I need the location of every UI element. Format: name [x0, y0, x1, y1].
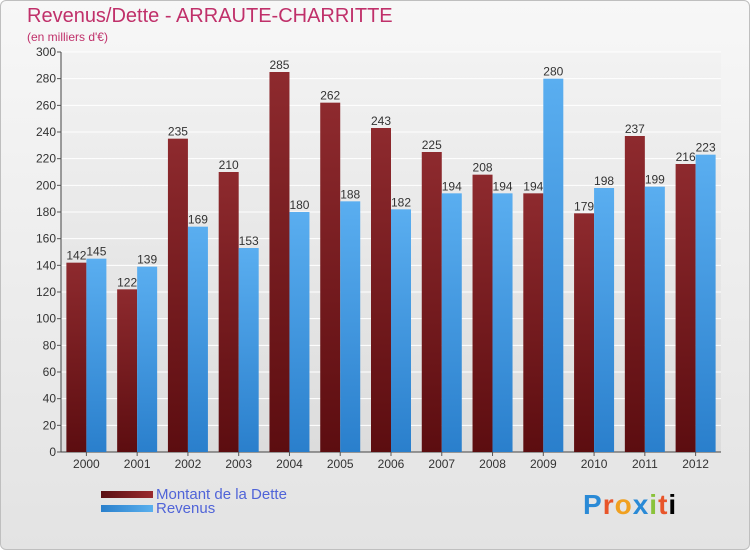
y-tick-label-3: 60 — [43, 365, 57, 379]
y-tick-label-13: 260 — [36, 98, 56, 112]
data-label-revenus-2004: 180 — [289, 198, 309, 212]
y-tick-label-14: 280 — [36, 72, 56, 86]
x-tick-label-2001: 2001 — [124, 457, 151, 471]
data-label-revenus-2012: 223 — [696, 141, 716, 155]
bar-dette-2008 — [472, 174, 493, 452]
data-label-dette-2001: 122 — [117, 275, 137, 289]
bar-revenus-2011 — [644, 186, 665, 452]
legend-label-revenus: Revenus — [156, 500, 216, 517]
bar-dette-2010 — [574, 213, 595, 452]
x-tick-label-2012: 2012 — [682, 457, 709, 471]
legend-swatch-revenus — [101, 505, 153, 512]
data-label-dette-2008: 208 — [473, 161, 493, 175]
bar-dette-2007 — [421, 152, 442, 452]
y-tick-label-11: 220 — [36, 152, 56, 166]
proxiti-logo: Proxiti — [583, 489, 678, 520]
data-label-dette-2003: 210 — [219, 158, 239, 172]
bar-revenus-2007 — [441, 193, 462, 453]
bar-dette-2005 — [320, 102, 341, 453]
data-label-revenus-2006: 182 — [391, 195, 411, 209]
data-label-dette-2004: 285 — [269, 58, 289, 72]
y-tick-label-8: 160 — [36, 232, 56, 246]
y-tick-label-6: 120 — [36, 285, 56, 299]
x-tick-label-2002: 2002 — [175, 457, 202, 471]
bar-revenus-2009 — [543, 78, 564, 453]
bar-dette-2000 — [66, 262, 87, 452]
bar-revenus-2005 — [340, 201, 361, 452]
bar-dette-2003 — [218, 172, 239, 452]
bar-dette-2006 — [371, 128, 391, 452]
y-tick-label-10: 200 — [36, 178, 56, 192]
bar-revenus-2001 — [137, 266, 158, 452]
bar-dette-2004 — [269, 72, 290, 452]
x-tick-label-2008: 2008 — [479, 457, 506, 471]
y-tick-label-12: 240 — [36, 125, 56, 139]
data-label-revenus-2003: 153 — [239, 234, 259, 248]
x-tick-label-2006: 2006 — [378, 457, 405, 471]
bar-dette-2009 — [523, 193, 544, 453]
legend-label-dette: Montant de la Dette — [156, 486, 287, 503]
x-tick-label-2005: 2005 — [327, 457, 354, 471]
data-label-dette-2009: 194 — [523, 179, 543, 193]
data-label-dette-2005: 262 — [320, 89, 340, 103]
bar-revenus-2010 — [594, 188, 615, 452]
bar-dette-2012 — [675, 164, 696, 452]
x-tick-label-2011: 2011 — [632, 457, 658, 471]
data-label-dette-2002: 235 — [168, 125, 188, 139]
y-tick-label-15: 300 — [36, 45, 56, 59]
data-label-revenus-2001: 139 — [137, 253, 157, 267]
x-tick-label-2004: 2004 — [276, 457, 303, 471]
data-label-dette-2011: 237 — [625, 122, 645, 136]
data-label-revenus-2010: 198 — [594, 174, 614, 188]
data-label-revenus-2002: 169 — [188, 213, 208, 227]
y-tick-label-0: 0 — [49, 445, 56, 459]
bar-dette-2002 — [167, 138, 188, 452]
bar-revenus-2008 — [492, 193, 513, 453]
bar-revenus-2002 — [187, 226, 208, 452]
data-label-dette-2010: 179 — [574, 199, 594, 213]
bar-revenus-2006 — [391, 209, 411, 452]
x-tick-label-2009: 2009 — [530, 457, 557, 471]
y-tick-label-1: 20 — [43, 418, 57, 432]
data-label-dette-2000: 142 — [66, 249, 86, 263]
y-tick-label-2: 40 — [43, 392, 57, 406]
x-tick-label-2010: 2010 — [581, 457, 608, 471]
bar-revenus-2003 — [238, 248, 259, 452]
x-tick-label-2003: 2003 — [225, 457, 252, 471]
data-label-dette-2006: 243 — [371, 114, 391, 128]
bar-chart: 0 20 40 60 80 100 120 140 160 180 200 220 240 260 280 3… — [36, 45, 721, 471]
y-tick-label-9: 180 — [36, 205, 56, 219]
chart-subtitle: (en milliers d'€) — [27, 30, 108, 44]
bar-revenus-2004 — [289, 212, 310, 452]
data-label-revenus-2000: 145 — [86, 245, 106, 259]
legend-swatch-dette — [101, 491, 153, 498]
bar-dette-2001 — [117, 289, 138, 452]
y-tick-label-5: 100 — [36, 312, 56, 326]
data-label-dette-2007: 225 — [422, 138, 442, 152]
x-tick-label-2000: 2000 — [73, 457, 100, 471]
data-label-revenus-2007: 194 — [442, 179, 462, 193]
bar-revenus-2012 — [695, 154, 716, 452]
data-label-dette-2012: 216 — [676, 150, 696, 164]
data-label-revenus-2008: 194 — [493, 179, 513, 193]
x-tick-label-2007: 2007 — [428, 457, 455, 471]
chart-title: Revenus/Dette - ARRAUTE-CHARRITTE — [27, 5, 393, 27]
data-label-revenus-2009: 280 — [543, 65, 563, 79]
bar-dette-2011 — [624, 136, 645, 452]
bar-revenus-2000 — [86, 258, 107, 452]
data-label-revenus-2011: 199 — [645, 173, 665, 187]
data-label-revenus-2005: 188 — [340, 187, 360, 201]
y-tick-label-7: 140 — [36, 258, 56, 272]
y-tick-label-4: 80 — [43, 338, 57, 352]
